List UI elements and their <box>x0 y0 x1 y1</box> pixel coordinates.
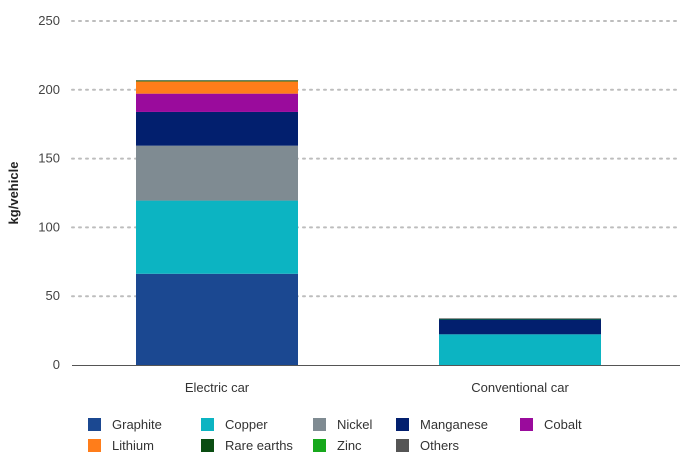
bar-segment-manganese <box>439 318 601 335</box>
x-axis-categories: Electric car Conventional car <box>185 380 570 395</box>
y-axis-label: kg/vehicle <box>6 162 21 225</box>
legend-item-manganese: Manganese <box>396 417 520 432</box>
y-tick-label: 100 <box>38 219 60 234</box>
legend-label: Others <box>420 438 460 453</box>
gridlines <box>71 20 681 298</box>
bar-segment-nickel <box>136 145 298 201</box>
legend-swatch <box>396 439 409 452</box>
bar-segment-zinc <box>136 80 298 82</box>
legend-swatch <box>313 418 326 431</box>
x-category-label: Electric car <box>185 380 250 395</box>
bar-segment-zinc <box>439 318 601 320</box>
bar-segment-manganese <box>136 111 298 146</box>
bar-segment-copper <box>439 334 601 365</box>
legend-item-lithium: Lithium <box>88 438 201 453</box>
legend-item-others: Others <box>396 438 520 453</box>
bar-segment-graphite <box>136 273 298 365</box>
legend-swatch <box>201 418 214 431</box>
y-tick-label: 250 <box>38 13 60 28</box>
bar-segment-lithium <box>136 81 298 94</box>
legend: Graphite Copper Nickel Manganese Cobalt Lith… <box>88 414 688 456</box>
bar-segment-cobalt <box>136 93 298 112</box>
legend-row: Lithium Rare earths Zinc Others <box>88 435 688 456</box>
x-category-label: Conventional car <box>471 380 569 395</box>
legend-swatch <box>88 418 101 431</box>
legend-label: Nickel <box>337 417 373 432</box>
y-axis-ticks: 0 50 100 150 200 250 <box>38 13 60 372</box>
legend-swatch <box>201 439 214 452</box>
legend-row: Graphite Copper Nickel Manganese Cobalt <box>88 414 688 435</box>
legend-label: Zinc <box>337 438 362 453</box>
bar-segment-others <box>439 318 601 319</box>
y-tick-label: 200 <box>38 82 60 97</box>
legend-swatch <box>396 418 409 431</box>
legend-label: Rare earths <box>225 438 293 453</box>
legend-swatch <box>88 439 101 452</box>
legend-item-rare-earths: Rare earths <box>201 438 313 453</box>
legend-label: Lithium <box>112 438 154 453</box>
y-tick-label: 150 <box>38 151 60 166</box>
legend-item-zinc: Zinc <box>313 438 396 453</box>
legend-label: Graphite <box>112 417 162 432</box>
legend-item-nickel: Nickel <box>313 417 396 432</box>
legend-item-cobalt: Cobalt <box>520 417 600 432</box>
legend-swatch <box>520 418 533 431</box>
bar-segment-copper <box>136 200 298 274</box>
legend-label: Manganese <box>420 417 488 432</box>
legend-label: Copper <box>225 417 268 432</box>
bar-segment-others <box>136 80 298 81</box>
y-tick-label: 0 <box>53 357 60 372</box>
legend-label: Cobalt <box>544 417 582 432</box>
stacked-bar-chart: 0 50 100 150 200 250 Electric car Conventional… <box>6 13 681 395</box>
legend-swatch <box>313 439 326 452</box>
bars <box>136 80 601 365</box>
legend-item-copper: Copper <box>201 417 313 432</box>
y-tick-label: 50 <box>46 288 60 303</box>
legend-item-graphite: Graphite <box>88 417 201 432</box>
